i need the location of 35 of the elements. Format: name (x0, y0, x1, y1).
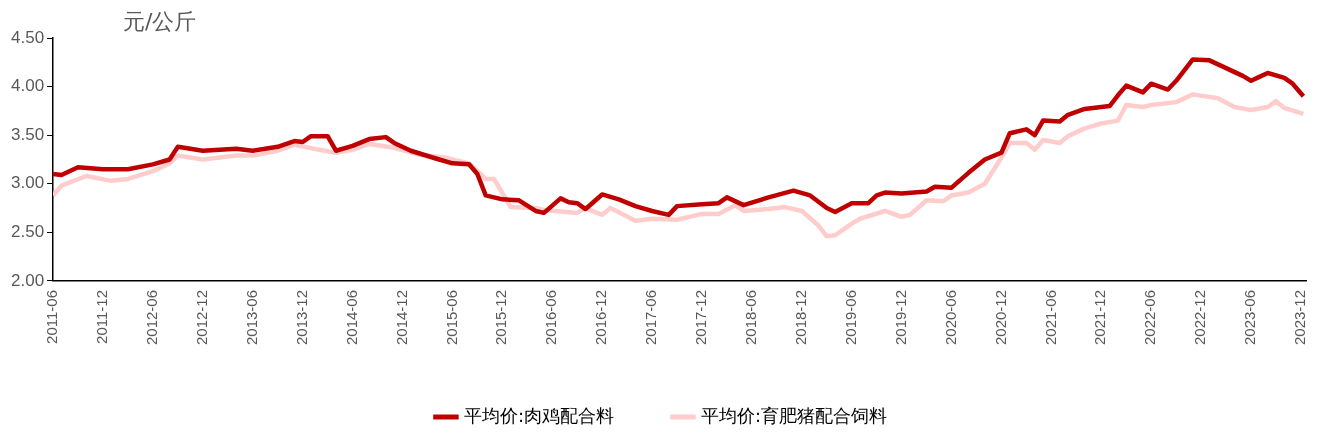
x-tick-label: 2023-06 (1241, 289, 1259, 346)
x-tick-label: 2014-06 (342, 289, 360, 346)
x-tick-label: 2017-12 (692, 289, 710, 346)
x-tick-label: 2015-06 (442, 289, 460, 346)
x-tick-label: 2012-12 (192, 289, 210, 346)
y-tick-label: 3.00 (10, 173, 45, 193)
x-tick-label: 2015-12 (492, 289, 510, 346)
y-tick-label: 4.00 (10, 76, 45, 96)
x-tick-label: 2023-12 (1291, 289, 1309, 346)
x-tick-label: 2022-12 (1191, 289, 1209, 346)
x-tick-label: 2011-12 (93, 289, 111, 344)
y-tick-label: 4.50 (10, 27, 45, 47)
x-tick-label: 2018-06 (742, 289, 760, 346)
x-tick-label: 2022-06 (1141, 289, 1159, 346)
x-tick-label: 2019-12 (891, 289, 909, 346)
x-tick-label: 2016-06 (542, 289, 560, 346)
y-axis-title: 元/公斤 (123, 8, 197, 34)
x-tick-label: 2016-12 (592, 289, 610, 346)
x-tick-label: 2012-06 (143, 289, 161, 346)
x-tick-label: 2017-06 (642, 289, 660, 346)
legend-label: 平均价:育肥猪配合饲料 (701, 404, 888, 426)
x-tick-label: 2018-12 (791, 289, 809, 346)
x-tick-label: 2021-06 (1041, 289, 1059, 346)
y-tick-label: 2.00 (10, 270, 45, 290)
x-tick-label: 2020-06 (941, 289, 959, 346)
x-tick-label: 2021-12 (1091, 289, 1109, 346)
x-tick-label: 2011-06 (43, 289, 61, 344)
x-tick-label: 2019-06 (841, 289, 859, 346)
legend-label: 平均价:肉鸡配合料 (463, 404, 615, 426)
x-tick-label: 2020-12 (991, 289, 1009, 346)
y-tick-label: 3.50 (10, 124, 45, 144)
x-tick-label: 2013-06 (242, 289, 260, 346)
y-tick-label: 2.50 (10, 222, 45, 242)
x-tick-label: 2013-12 (292, 289, 310, 346)
x-tick-label: 2014-12 (392, 289, 410, 346)
